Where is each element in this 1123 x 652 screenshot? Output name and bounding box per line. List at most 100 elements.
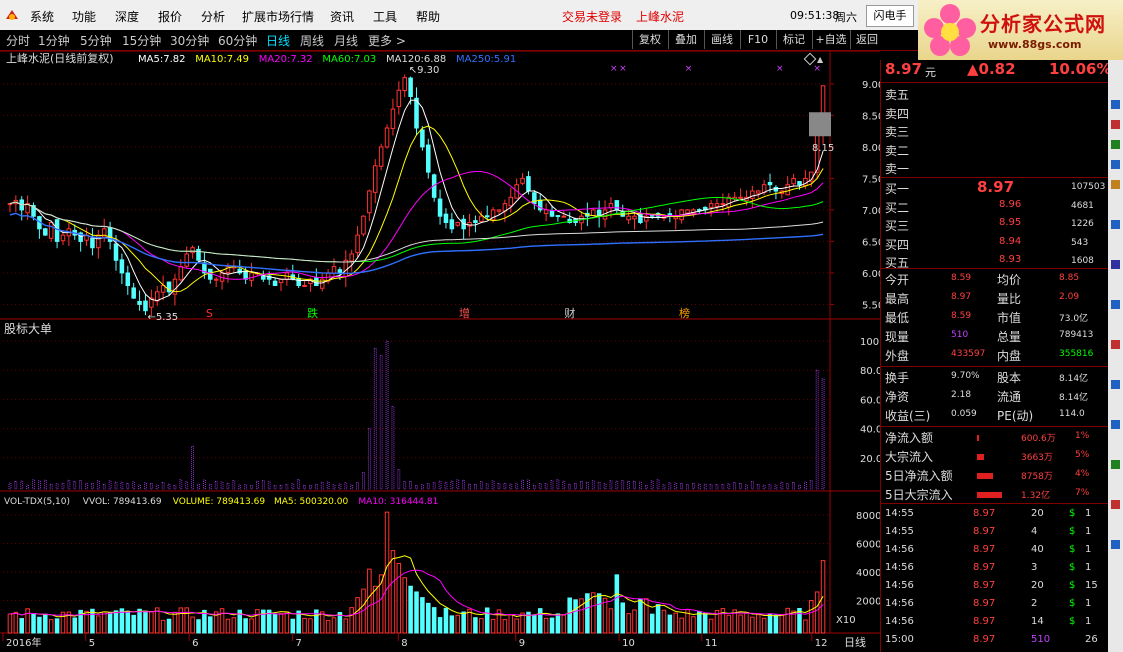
event-x-marker: ×	[685, 64, 693, 74]
tick-price: 8.97	[973, 562, 996, 573]
indicator-bar	[356, 482, 359, 490]
adjust-button[interactable]: 复权	[632, 30, 667, 49]
indicator-bar	[650, 480, 654, 490]
period-tab-monthly[interactable]: 月线	[334, 34, 359, 48]
shortcut-icon[interactable]	[1111, 180, 1120, 189]
add-watchlist-button[interactable]: +自选	[812, 30, 849, 49]
price-tick-label: 5.50	[862, 300, 880, 311]
shortcut-icon[interactable]	[1111, 100, 1120, 109]
brand-title: 分析家公式网	[980, 12, 1106, 36]
indicator-bar	[108, 480, 112, 490]
volume-bar	[290, 618, 296, 634]
quote-divider	[881, 82, 1109, 83]
stat-label: 股本	[997, 371, 1022, 385]
volume-bar	[237, 609, 243, 634]
indicator-bar	[550, 480, 554, 490]
menu-news[interactable]: 资讯	[330, 10, 355, 24]
menu-help[interactable]: 帮助	[416, 10, 441, 24]
back-button[interactable]: 返回	[850, 30, 883, 49]
indicator-bar	[79, 480, 83, 490]
mark-button[interactable]: 标记	[776, 30, 811, 49]
shortcut-icon[interactable]	[1111, 300, 1120, 309]
candle-body	[714, 203, 720, 207]
indicator-bar	[644, 484, 648, 490]
candle-body	[31, 205, 36, 217]
shortcut-icon[interactable]	[1111, 500, 1120, 509]
tick-time: 14:55	[885, 526, 914, 537]
shortcut-icon[interactable]	[1111, 540, 1120, 549]
tick-volume: 40	[1031, 544, 1044, 555]
volume-bar	[590, 592, 596, 634]
period-tab-5min[interactable]: 5分钟	[80, 34, 112, 48]
shortcut-icon[interactable]	[1111, 380, 1120, 389]
brand-url[interactable]: www.88gs.com	[988, 38, 1082, 51]
period-tab-30min[interactable]: 30分钟	[170, 34, 210, 48]
volume-bar	[803, 619, 808, 634]
login-status[interactable]: 交易未登录	[562, 10, 623, 24]
shortcut-icon[interactable]	[1111, 260, 1120, 269]
low-annotation: ←5.35	[147, 312, 178, 323]
candle-body	[755, 190, 761, 194]
period-tab-more[interactable]: 更多 >	[368, 34, 406, 48]
price-change-pct: 10.06%	[1049, 60, 1112, 78]
menu-function[interactable]: 功能	[72, 10, 97, 24]
draw-button[interactable]: 画线	[704, 30, 739, 49]
bid-volume: 107503	[1071, 182, 1106, 192]
volume-bar	[626, 613, 631, 634]
candle-body	[396, 89, 402, 108]
menu-quotes[interactable]: 报价	[158, 10, 183, 24]
candle-body	[196, 248, 201, 261]
shortcut-icon[interactable]	[1111, 340, 1120, 349]
menu-analysis[interactable]: 分析	[201, 10, 226, 24]
indicator-bar	[43, 479, 47, 490]
period-tab-timeshare[interactable]: 分时	[6, 34, 31, 48]
volume-bar	[367, 568, 372, 634]
shortcut-icon[interactable]	[1111, 220, 1120, 229]
quote-divider	[881, 366, 1109, 367]
volume-bar	[101, 611, 107, 634]
candle-body	[302, 285, 307, 287]
current-price-annotation: 8.15	[812, 143, 834, 154]
period-tab-15min[interactable]: 15分钟	[122, 34, 162, 48]
fund-flow-bar	[977, 454, 985, 460]
volume-bar	[449, 615, 455, 634]
indicator-bar	[697, 483, 701, 490]
stat-label: 内盘	[997, 349, 1022, 363]
period-tab-weekly[interactable]: 周线	[300, 34, 325, 48]
candle-body	[208, 268, 213, 280]
menu-system[interactable]: 系统	[30, 10, 55, 24]
menu-ext-market[interactable]: 扩展市场行情	[242, 10, 315, 24]
shortcut-icon[interactable]	[1111, 420, 1120, 429]
indicator-bar	[238, 484, 242, 490]
event-marker: 财	[564, 306, 575, 320]
volume-ma-line	[9, 555, 824, 618]
shortcut-icon[interactable]	[1111, 120, 1120, 129]
overlay-button[interactable]: 叠加	[668, 30, 703, 49]
bid-level-label: 买四	[885, 237, 910, 252]
period-tab-1min[interactable]: 1分钟	[38, 34, 70, 48]
price-tick-label: 9.00	[862, 80, 880, 91]
chart-area[interactable]: 上峰水泥(日线前复权) MA5:7.82 MA10:7.49 MA20:7.32 MA6…	[0, 51, 880, 652]
shortcut-icon[interactable]	[1111, 460, 1120, 469]
period-label: 日线	[844, 635, 866, 649]
volume-bar	[732, 609, 737, 634]
shortcut-icon[interactable]	[1111, 140, 1120, 149]
indicator-bar	[609, 480, 613, 490]
menu-depth[interactable]: 深度	[115, 10, 140, 24]
volume-bar	[78, 609, 83, 634]
bid-price: 8.93	[999, 254, 1022, 265]
candle-body	[443, 213, 449, 223]
ask-level-label: 卖一	[885, 162, 910, 176]
shortcut-icon[interactable]	[1111, 160, 1120, 169]
candle-body	[319, 278, 325, 289]
f10-button[interactable]: F10	[740, 30, 775, 49]
flash-trade-button[interactable]: 闪电手	[866, 5, 914, 27]
period-tab-daily[interactable]: 日线	[266, 34, 291, 48]
stat-value: 433597	[951, 349, 986, 359]
volume-bar	[408, 585, 413, 634]
menu-tools[interactable]: 工具	[373, 10, 398, 24]
volume-bar	[620, 602, 625, 634]
x-axis-label: 11	[705, 638, 718, 649]
volume-bar	[785, 607, 790, 634]
period-tab-60min[interactable]: 60分钟	[218, 34, 258, 48]
